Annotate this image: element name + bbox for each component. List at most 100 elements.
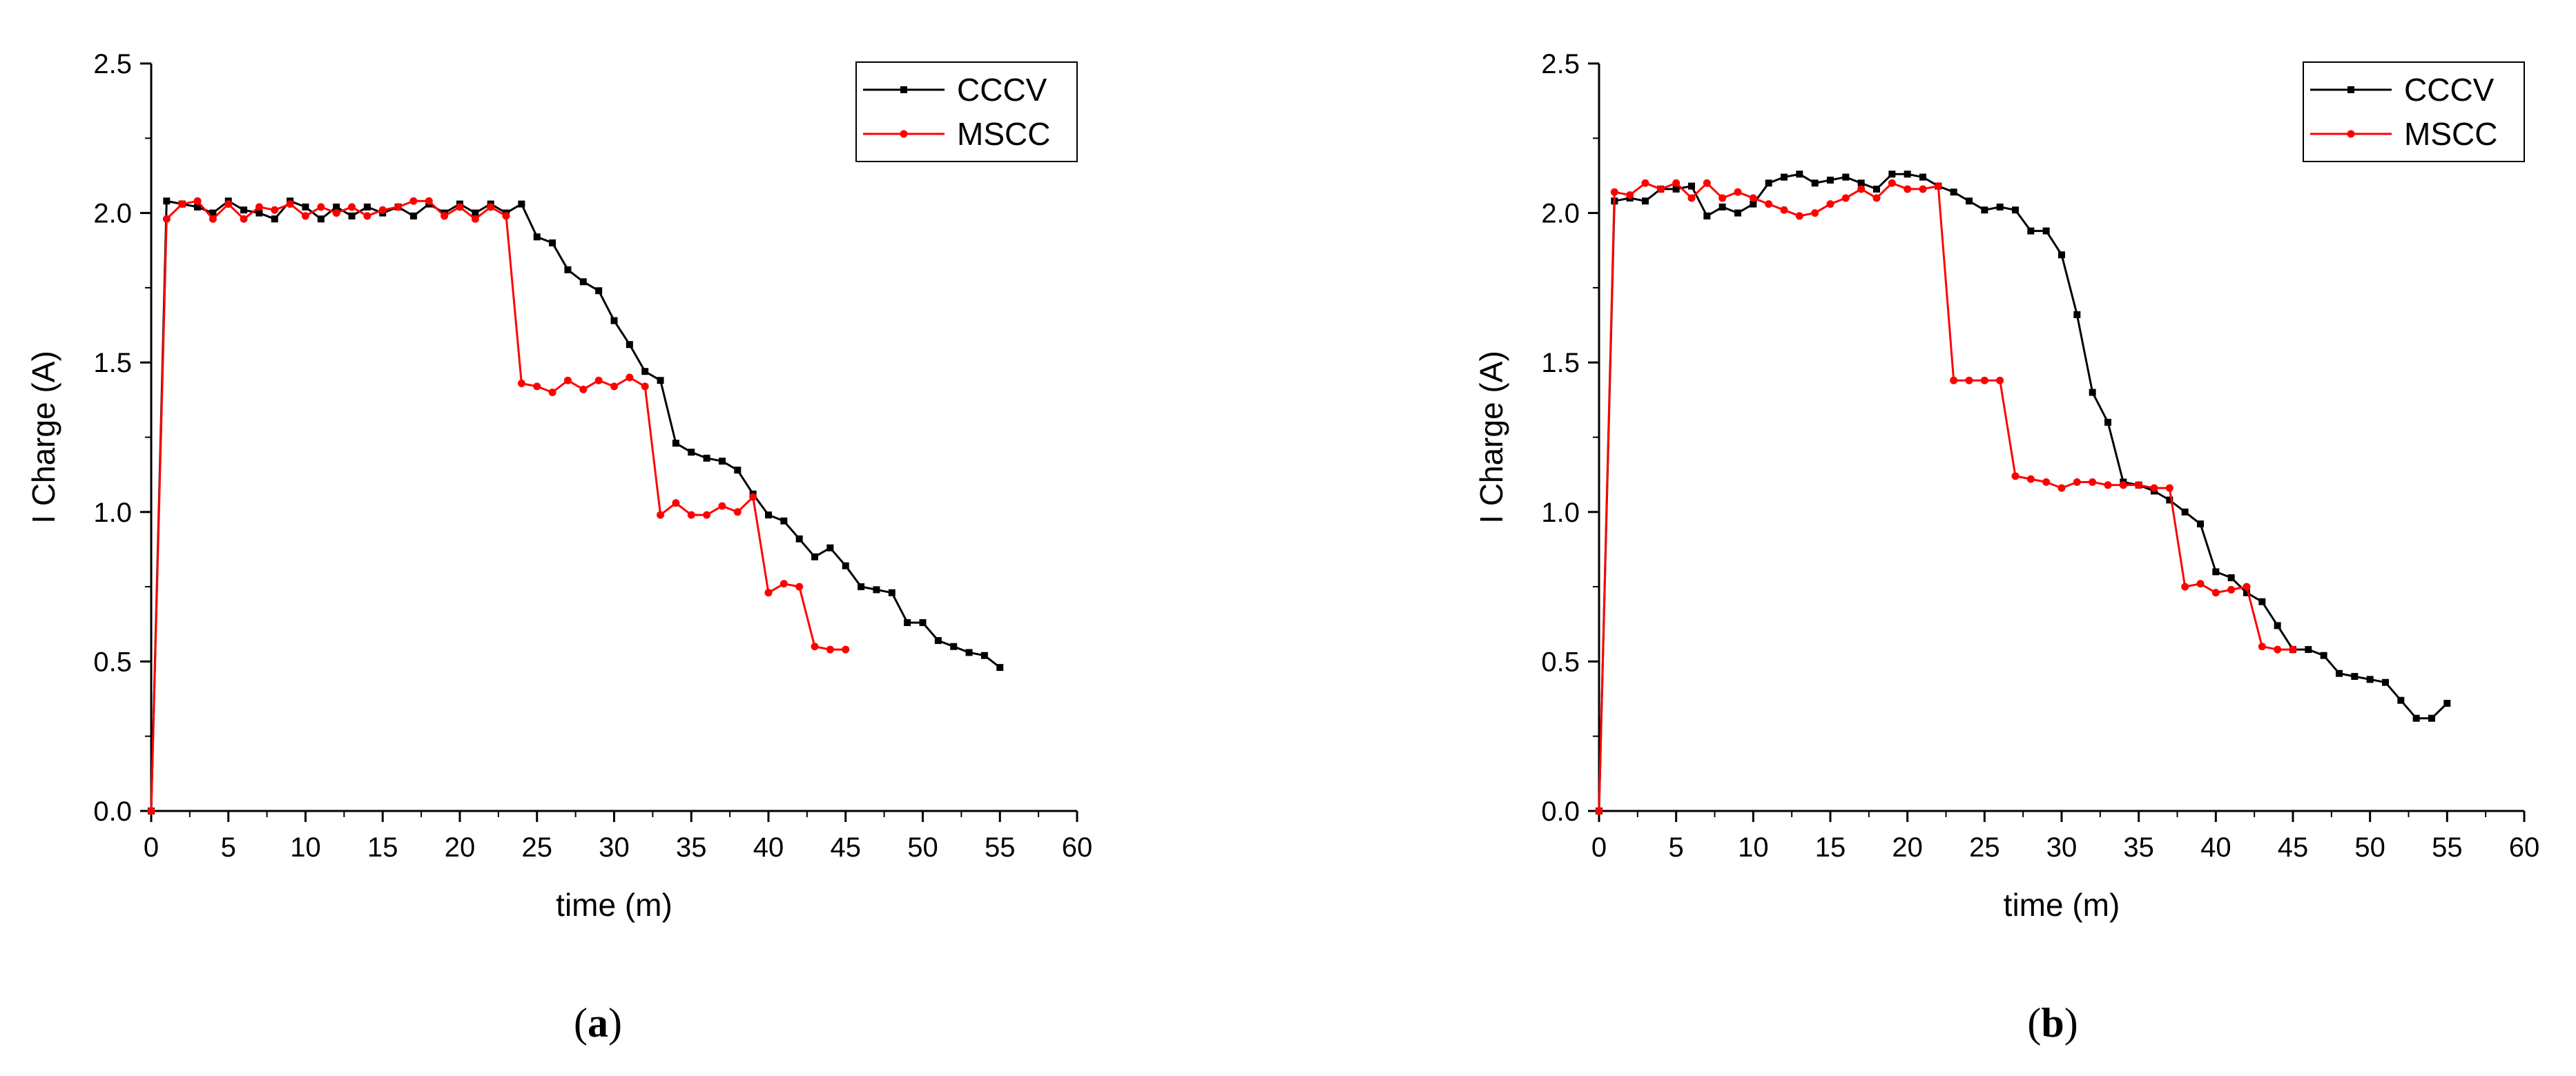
legend-label-mscc: MSCC xyxy=(2404,116,2497,152)
y-tick-label: 0.5 xyxy=(93,647,132,677)
x-tick-label: 5 xyxy=(221,832,236,863)
data-point-cccv xyxy=(472,209,479,217)
data-point-cccv xyxy=(1904,170,1911,178)
data-point-mscc xyxy=(1595,807,1603,815)
data-point-cccv xyxy=(734,467,742,474)
data-point-cccv xyxy=(2274,622,2281,629)
x-tick-label: 60 xyxy=(1062,832,1093,863)
x-tick-label: 0 xyxy=(144,832,159,863)
data-point-cccv xyxy=(240,206,248,214)
x-tick-label: 50 xyxy=(2354,832,2385,863)
data-point-cccv xyxy=(950,643,958,650)
data-point-cccv xyxy=(2336,669,2343,677)
y-tick-label: 2.0 xyxy=(1541,199,1580,229)
x-tick-label: 45 xyxy=(2278,832,2309,863)
data-point-cccv xyxy=(533,233,541,241)
data-point-mscc xyxy=(2227,585,2236,594)
y-tick-label: 1.5 xyxy=(93,348,132,378)
data-point-cccv xyxy=(1966,197,1973,205)
data-point-cccv xyxy=(348,212,356,219)
x-tick-label: 5 xyxy=(1669,832,1684,863)
data-point-mscc xyxy=(209,215,217,223)
data-point-mscc xyxy=(193,197,202,205)
x-tick-label: 40 xyxy=(2200,832,2231,863)
data-point-cccv xyxy=(657,377,664,384)
data-point-cccv xyxy=(1703,212,1711,219)
data-point-mscc xyxy=(255,203,263,211)
data-point-cccv xyxy=(2443,700,2451,707)
data-point-cccv xyxy=(2012,206,2019,214)
data-point-mscc xyxy=(471,215,479,223)
data-point-mscc xyxy=(517,380,525,388)
data-point-mscc xyxy=(1826,200,1834,208)
data-point-mscc xyxy=(842,645,850,654)
legend-label-mscc: MSCC xyxy=(957,116,1050,152)
data-point-mscc xyxy=(286,200,294,208)
data-point-cccv xyxy=(2104,418,2111,426)
data-point-mscc xyxy=(1811,209,1819,217)
legend: CCCV MSCC xyxy=(2303,61,2525,162)
data-point-cccv xyxy=(255,209,263,217)
data-point-cccv xyxy=(2058,251,2065,259)
data-point-cccv xyxy=(672,440,679,447)
x-tick-label: 10 xyxy=(1738,832,1769,863)
data-point-cccv xyxy=(2073,311,2081,318)
data-point-cccv xyxy=(271,215,278,223)
panel-label-a: (a) xyxy=(574,1000,622,1046)
x-tick-label: 15 xyxy=(1815,832,1846,863)
data-point-mscc xyxy=(317,203,325,211)
series-line-mscc xyxy=(1598,182,2293,812)
data-point-mscc xyxy=(2181,583,2189,591)
data-point-cccv xyxy=(1811,179,1819,187)
y-tick-label: 1.0 xyxy=(93,498,132,528)
data-point-mscc xyxy=(2150,484,2158,492)
x-axis-title: time (m) xyxy=(2004,887,2120,923)
data-point-mscc xyxy=(409,197,418,205)
data-point-cccv xyxy=(2397,696,2405,704)
series-mscc xyxy=(147,197,850,815)
x-axis-title: time (m) xyxy=(556,887,672,923)
data-point-cccv xyxy=(626,341,633,349)
data-point-mscc xyxy=(1687,194,1696,202)
data-point-cccv xyxy=(333,203,340,211)
data-point-mscc xyxy=(2165,484,2173,492)
x-tick-label: 20 xyxy=(1892,832,1923,863)
data-point-cccv xyxy=(518,200,525,208)
data-point-cccv xyxy=(2042,227,2050,235)
data-point-cccv xyxy=(2258,598,2266,605)
data-point-mscc xyxy=(2073,478,2081,486)
x-tick-label: 20 xyxy=(445,832,476,863)
series-cccv xyxy=(148,197,1004,814)
data-point-mscc xyxy=(394,203,403,211)
data-point-cccv xyxy=(919,619,927,627)
x-tick-label: 30 xyxy=(2046,832,2078,863)
data-point-mscc xyxy=(749,493,757,501)
data-point-mscc xyxy=(348,203,356,211)
series-cccv xyxy=(1596,170,2451,814)
data-point-cccv xyxy=(1842,173,1850,181)
data-point-mscc xyxy=(1841,194,1850,202)
data-point-mscc xyxy=(811,643,819,651)
legend-box xyxy=(855,61,1078,162)
data-point-mscc xyxy=(1780,206,1788,214)
data-point-cccv xyxy=(2320,652,2327,659)
data-point-cccv xyxy=(934,637,942,645)
data-point-mscc xyxy=(2258,643,2266,651)
data-point-mscc xyxy=(147,807,155,815)
data-point-cccv xyxy=(2027,227,2035,235)
data-point-mscc xyxy=(178,200,186,208)
y-tick-label: 0.0 xyxy=(1541,796,1580,827)
data-point-cccv xyxy=(610,317,618,324)
data-point-mscc xyxy=(162,215,171,223)
data-point-cccv xyxy=(194,203,202,211)
x-tick-label: 45 xyxy=(831,832,862,863)
data-point-mscc xyxy=(1904,185,1912,193)
data-point-cccv xyxy=(1750,200,1757,208)
data-point-mscc xyxy=(764,589,773,597)
data-point-mscc xyxy=(1950,376,1958,384)
data-point-mscc xyxy=(1965,376,1973,384)
data-point-mscc xyxy=(2026,475,2035,483)
data-point-mscc xyxy=(2119,481,2127,489)
data-point-cccv xyxy=(1873,185,1880,193)
legend-box xyxy=(2303,61,2525,162)
